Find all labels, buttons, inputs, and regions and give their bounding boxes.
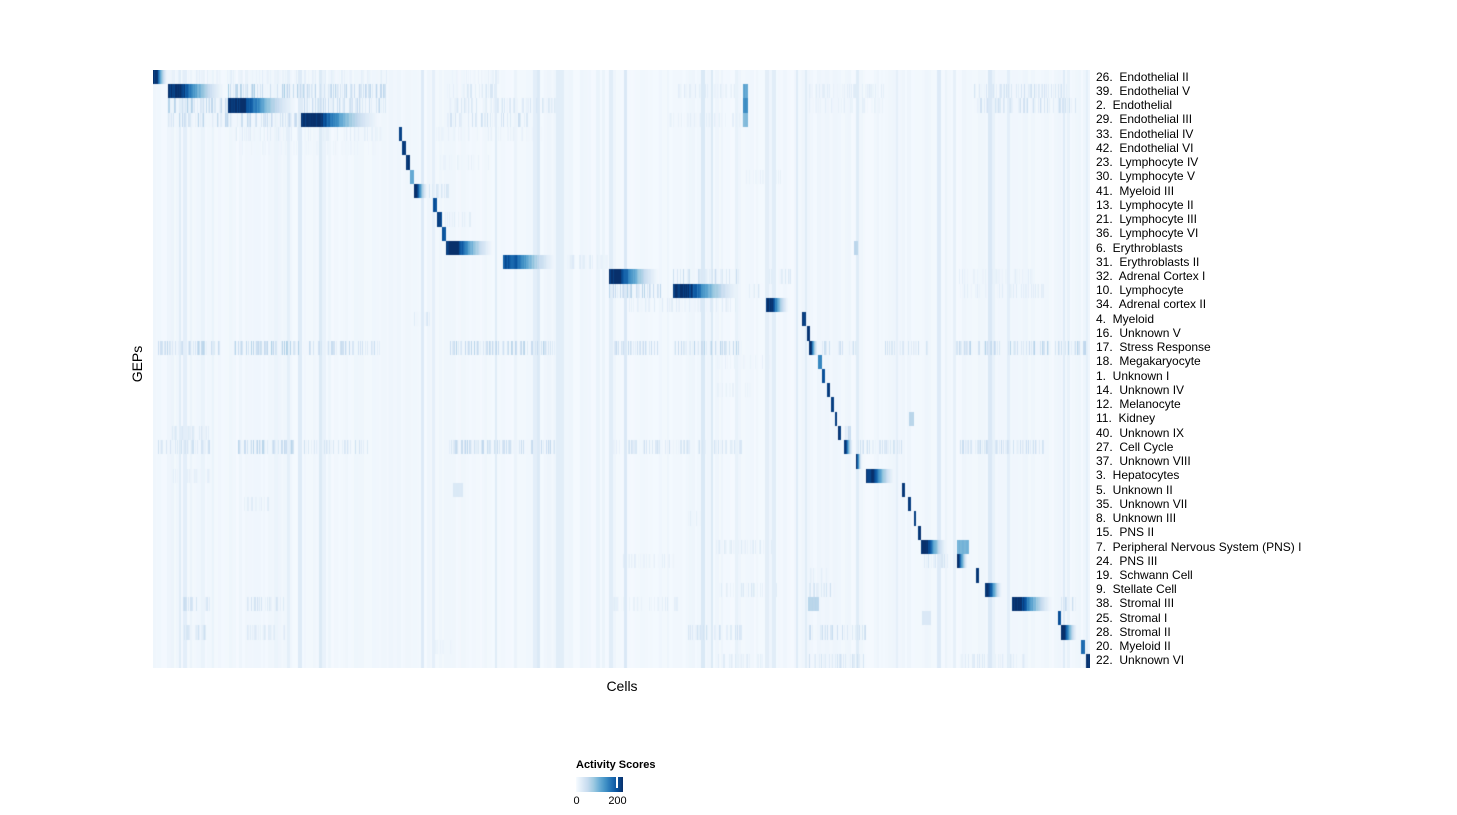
gep-row-label: 38. Stromal III [1096,596,1175,611]
gep-row-label: 37. Unknown VIII [1096,454,1191,468]
gep-row-label: 4. Myeloid [1096,311,1155,326]
gep-row-label: 27. Cell Cycle [1096,439,1174,454]
gep-row-label: 12. Melanocyte [1096,397,1181,412]
heatmap-plot-area [153,70,1090,668]
gep-row-label: 19. Schwann Cell [1096,568,1193,582]
gep-row-labels: 26. Endothelial II 39. Endothelial V 2. En… [1096,70,1456,668]
gep-row-label: 17. Stress Response [1096,340,1211,355]
gep-row-label: 42. Endothelial VI [1096,140,1194,155]
gep-row-label: 5. Unknown II [1096,482,1173,497]
gep-row-label: 35. Unknown VII [1096,496,1188,511]
colorbar-tick-label-0: 0 [573,795,580,807]
gep-row-label: 23. Lymphocyte IV [1096,155,1199,169]
gep-row-label: 32. Adrenal Cortex I [1096,269,1206,283]
x-axis-label: Cells [606,678,638,694]
gep-row-label: 8. Unknown III [1096,511,1177,525]
gep-row-label: 28. Stromal II [1096,624,1171,639]
gep-row-label: 30. Lymphocyte V [1096,169,1195,184]
gep-row-label: 15. PNS II [1096,525,1155,540]
gep-row-label: 36. Lymphocyte VI [1096,226,1199,241]
gep-row-label: 33. Endothelial IV [1096,126,1194,141]
gep-row-label: 34. Adrenal cortex II [1096,297,1207,312]
gep-row-label: 21. Lymphocyte III [1096,212,1197,226]
gep-row-label: 9. Stellate Cell [1096,582,1177,597]
colorbar-tick-mark [616,777,619,788]
gep-row-label: 16. Unknown V [1096,325,1181,340]
gep-row-label: 31. Erythroblasts II [1096,254,1200,269]
colorbar-title: Activity Scores [576,759,656,771]
gep-row-label: 26. Endothelial II [1096,69,1189,84]
gep-row-label: 14. Unknown IV [1096,382,1185,397]
colorbar-gradient [576,777,623,792]
colorbar-tick-label-200: 200 [608,795,627,807]
gep-row-label: 18. Megakaryocyte [1096,354,1201,369]
gep-row-label: 39. Endothelial V [1096,83,1191,98]
gep-row-label: 10. Lymphocyte [1096,283,1184,298]
heatmap-canvas [153,70,1090,668]
gep-row-label: 13. Lymphocyte II [1096,197,1194,212]
gep-row-label: 24. PNS III [1096,553,1158,568]
gep-row-label: 40. Unknown IX [1096,425,1185,440]
gep-row-label: 20. Myeloid II [1096,639,1171,654]
gep-row-label: 2. Endothelial [1096,98,1173,113]
gep-row-label: 11. Kidney [1096,411,1156,426]
gep-row-label: 41. Myeloid III [1096,183,1175,198]
gep-row-label: 25. Stromal I [1096,610,1168,625]
gep-row-label: 3. Hepatocytes [1096,468,1180,483]
gep-row-label: 7. Peripheral Nervous System (PNS) I [1096,539,1302,554]
gep-row-label: 29. Endothelial III [1096,112,1193,127]
y-axis-label: GEPs [129,345,145,383]
gep-row-label: 22. Unknown VI [1096,653,1185,668]
gep-row-label: 6. Erythroblasts [1096,240,1183,255]
gep-row-label: 1. Unknown I [1096,368,1170,383]
colorbar-legend: Activity Scores 0 200 [573,759,696,809]
